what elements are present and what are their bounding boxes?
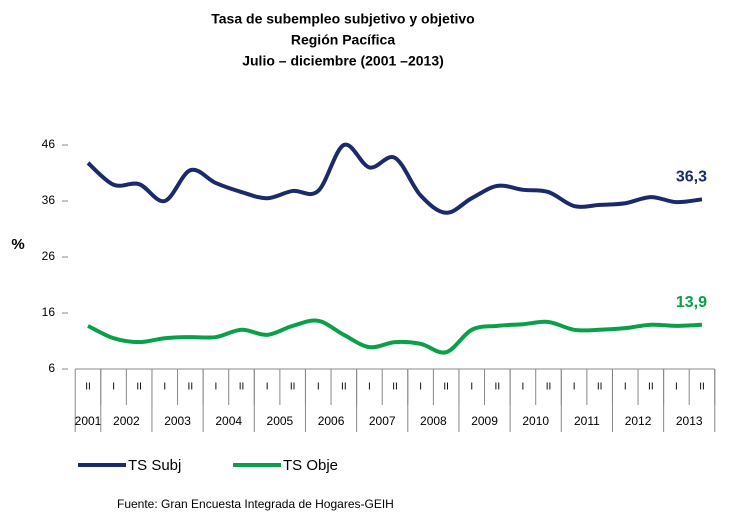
series-line	[86, 142, 703, 215]
x-tick-label: I	[419, 382, 422, 393]
year-label: 2001	[75, 414, 102, 428]
year-label: 2005	[267, 414, 294, 428]
x-tick-label: II	[443, 382, 449, 393]
x-tick-label: II	[392, 382, 398, 393]
x-tick-label: I	[215, 382, 218, 393]
y-tick-label: 26	[42, 249, 56, 263]
legend-label: TS Obje	[283, 457, 338, 474]
series-line	[87, 318, 703, 355]
x-tick-label: II	[699, 382, 705, 393]
x-tick-label: I	[112, 382, 115, 393]
y-tick-label: 6	[48, 361, 55, 375]
source-note: Fuente: Gran Encuesta Integrada de Hogar…	[117, 497, 394, 511]
x-tick-label: II	[188, 382, 194, 393]
x-tick-label: I	[163, 382, 166, 393]
year-label: 2003	[164, 414, 191, 428]
x-tick-label: II	[136, 382, 142, 393]
year-label: 2009	[471, 414, 498, 428]
year-label: 2013	[676, 414, 703, 428]
year-label: 2006	[318, 414, 345, 428]
chart-title: Julio – diciembre (2001 –2013)	[242, 53, 444, 69]
x-tick-label: I	[573, 382, 576, 393]
y-tick-label: 36	[42, 193, 56, 207]
x-tick-label: I	[317, 382, 320, 393]
x-tick-label: II	[239, 382, 245, 393]
x-tick-label: II	[290, 382, 296, 393]
x-tick-label: II	[85, 382, 91, 393]
year-label: 2010	[522, 414, 549, 428]
data-label: 36,3	[676, 169, 707, 186]
x-tick-label: II	[341, 382, 347, 393]
year-label: 2012	[625, 414, 652, 428]
year-label: 2008	[420, 414, 447, 428]
legend-label: TS Subj	[128, 457, 181, 474]
y-tick-label: 16	[42, 305, 56, 319]
data-label: 13,9	[676, 294, 707, 311]
y-tick-label: 46	[42, 137, 56, 151]
year-label: 2011	[574, 414, 600, 428]
x-tick-label: I	[675, 382, 678, 393]
year-label: 2002	[113, 414, 140, 428]
x-tick-label: II	[546, 382, 552, 393]
x-tick-label: II	[495, 382, 501, 393]
chart-title: Tasa de subempleo subjetivo y objetivo	[211, 11, 474, 27]
x-tick-label: I	[266, 382, 269, 393]
chart-title: Región Pacífica	[291, 32, 395, 48]
x-tick-label: II	[648, 382, 654, 393]
y-axis-label: %	[11, 236, 24, 253]
x-tick-label: II	[597, 382, 603, 393]
x-tick-label: I	[522, 382, 525, 393]
x-tick-label: I	[368, 382, 371, 393]
year-label: 2004	[215, 414, 242, 428]
x-tick-label: I	[624, 382, 627, 393]
year-label: 2007	[369, 414, 396, 428]
x-tick-label: I	[470, 382, 473, 393]
